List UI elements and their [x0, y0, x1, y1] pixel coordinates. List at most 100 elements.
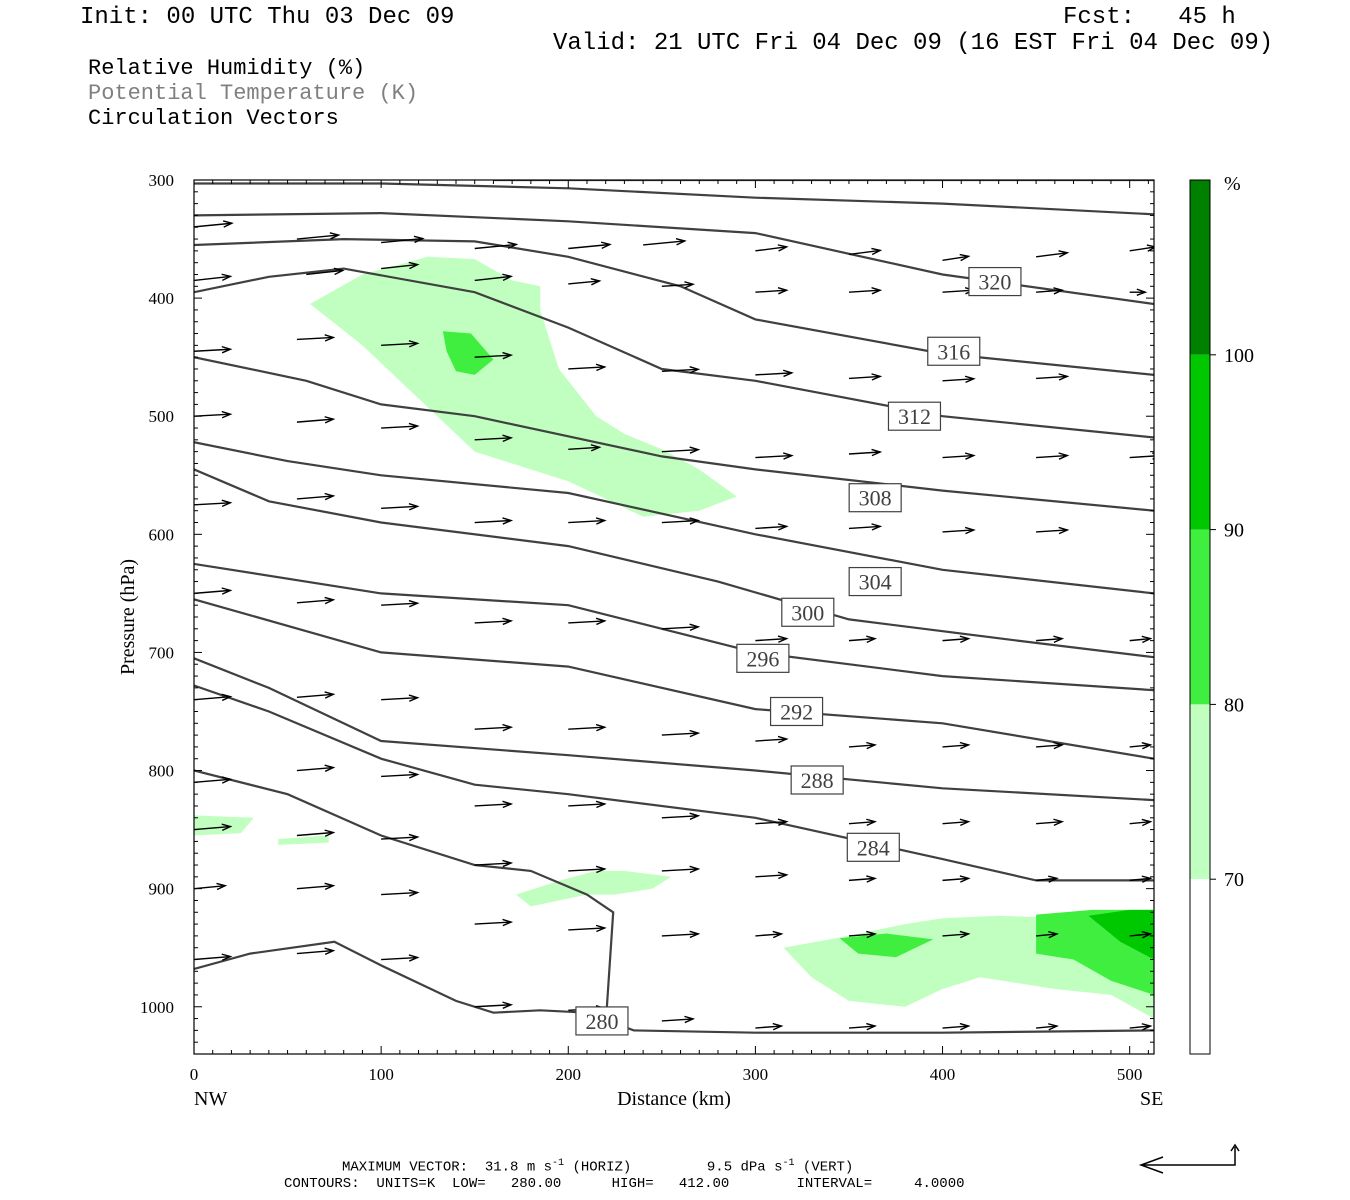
circulation-vector [1129, 930, 1153, 939]
colorbar-frame [1189, 179, 1211, 1055]
svg-text:300: 300 [791, 600, 824, 625]
svg-text:320: 320 [978, 270, 1011, 295]
theta-contour-324 [194, 182, 1154, 216]
colorbar-segment [1190, 354, 1210, 530]
colorbar-unit: % [1224, 173, 1241, 195]
circulation-vector [296, 492, 336, 501]
circulation-vector [194, 823, 233, 832]
circulation-vector [568, 241, 612, 250]
x-tick-label: 400 [930, 1065, 956, 1084]
circulation-vector [755, 635, 789, 643]
circulation-vector [848, 1022, 878, 1031]
theta-label-312: 312 [887, 401, 942, 431]
circulation-vector [755, 244, 789, 252]
circulation-vector [755, 930, 784, 939]
x-tick-label: 100 [368, 1065, 394, 1084]
colorbar-segment [1190, 529, 1210, 705]
legend-potential-temperature: Potential Temperature (K) [88, 81, 419, 106]
circulation-vector [381, 235, 425, 244]
svg-text:296: 296 [746, 646, 779, 671]
circulation-vector [1129, 875, 1153, 883]
colorbar-segment [1190, 704, 1210, 880]
circulation-vector [661, 281, 696, 289]
circulation-vector [1036, 930, 1059, 939]
circulation-vector [1036, 1023, 1059, 1031]
svg-text:304: 304 [859, 570, 892, 595]
circulation-vector [942, 741, 971, 750]
colorbar-level-label: 100 [1224, 345, 1254, 367]
circulation-vector [194, 953, 233, 961]
circulation-vector [474, 434, 514, 443]
svg-text:288: 288 [801, 768, 834, 793]
circulation-vector [942, 875, 971, 883]
x-end-label-se: SE [1140, 1088, 1163, 1110]
cross-section-chart: 300 400 500 600 700 800 900 1000 0 100 200 300 400 50… [117, 171, 1254, 1110]
circulation-vector [848, 818, 878, 827]
footer-contours: CONTOURS: UNITS=K LOW= 280.00 HIGH= 412.… [284, 1176, 965, 1192]
legend-relative-humidity: Relative Humidity (%) [88, 56, 366, 81]
y-axis-label: Pressure (hPa) [117, 559, 139, 675]
circulation-vector [474, 241, 519, 250]
colorbar-level-label: 70 [1224, 869, 1244, 891]
circulation-vector [381, 889, 420, 897]
valid-time: Valid: 21 UTC Fri 04 Dec 09 (16 EST Fri … [553, 30, 1274, 57]
circulation-vector [1129, 818, 1153, 827]
circulation-vector [1129, 635, 1153, 644]
circulation-vector [942, 930, 971, 939]
theta-contour-296 [194, 562, 1154, 692]
circulation-vector [568, 800, 607, 809]
circulation-vector [296, 829, 336, 837]
circulation-vector [381, 599, 420, 608]
circulation-vector [296, 764, 336, 772]
circulation-vector [1036, 741, 1065, 750]
circulation-vector [661, 930, 701, 939]
x-end-label-nw: NW [194, 1088, 227, 1110]
theta-label-320: 320 [968, 266, 1022, 297]
circulation-vector [1036, 635, 1065, 643]
x-tick-label: 0 [190, 1065, 199, 1084]
theta-label-280: 280 [575, 1006, 629, 1036]
circulation-vector [568, 723, 607, 732]
circulation-vector [1036, 373, 1070, 381]
circulation-vector [194, 693, 233, 702]
colorbar-level-label: 80 [1224, 694, 1244, 716]
circulation-vector [306, 267, 345, 276]
circulation-vector [568, 517, 607, 525]
footer-max-vector: MAXIMUM VECTOR: 31.8 m s-1 (HORIZ) 9.5 d… [342, 1158, 854, 1176]
circulation-vector [474, 273, 514, 282]
theta-label-284: 284 [846, 832, 900, 862]
circulation-vector [194, 410, 233, 419]
circulation-vector [474, 723, 514, 732]
rh-region-80-6 [839, 933, 934, 958]
y-tick-label: 800 [149, 762, 175, 781]
circulation-vector [942, 526, 976, 535]
circulation-vector [194, 273, 233, 282]
circulation-vector [661, 446, 701, 454]
circulation-vector [194, 587, 233, 595]
circulation-vector [848, 930, 878, 939]
circulation-vector [296, 232, 341, 240]
theta-contour-288 [194, 657, 1154, 802]
rh-region-90-8 [1088, 909, 1154, 960]
circulation-vector [381, 833, 420, 842]
circulation-vector [381, 261, 420, 270]
circulation-vector [568, 924, 607, 933]
circulation-vector [755, 369, 794, 378]
circulation-vector [942, 818, 971, 827]
circulation-vector [568, 444, 602, 452]
circulation-vector [848, 741, 878, 750]
circulation-vector [1129, 1023, 1153, 1031]
y-tick-label: 300 [149, 171, 175, 190]
x-tick-label: 200 [556, 1065, 582, 1084]
rh-region-70-0 [310, 256, 737, 517]
circulation-vector [661, 366, 701, 374]
circulation-vector [381, 694, 420, 702]
circulation-vector [848, 448, 883, 457]
circulation-vector [848, 875, 878, 883]
rh-region-80-1 [442, 331, 494, 375]
theta-contour-312 [194, 267, 1154, 439]
circulation-vector [1036, 287, 1065, 295]
forecast-hour: Fcst: 45 h [1063, 4, 1236, 31]
theta-label-300: 300 [781, 597, 835, 627]
circulation-vector [381, 954, 420, 962]
